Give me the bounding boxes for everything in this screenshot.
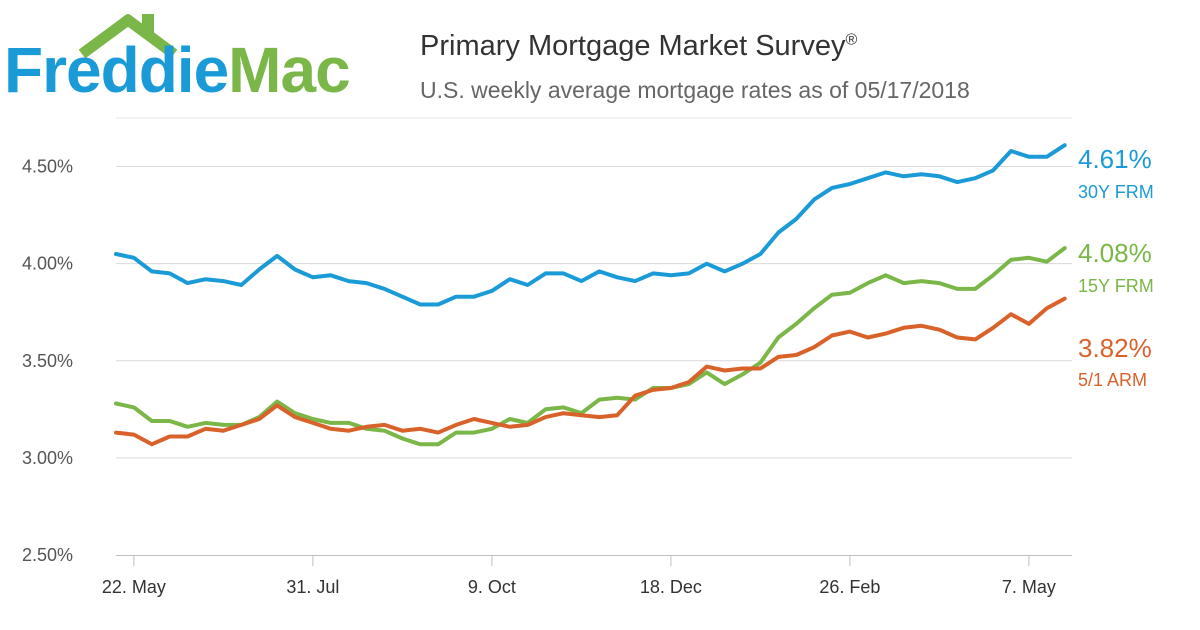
x-tick-label: 18. Dec [640, 577, 702, 597]
y-tick-label: 2.50% [22, 545, 73, 565]
y-tick-label: 4.00% [22, 254, 73, 274]
logo-word-mac: Mac [228, 34, 350, 106]
chart-title: Primary Mortgage Market Survey® [420, 30, 857, 63]
x-tick-label: 22. May [102, 577, 166, 597]
series-lines [114, 143, 1067, 447]
end-value-label: 4.08% [1078, 238, 1152, 268]
end-series-name: 30Y FRM [1078, 182, 1154, 202]
series-line-30y-frm [114, 143, 1067, 307]
logo-roof-icon [78, 14, 178, 59]
chart-title-text: Primary Mortgage Market Survey [420, 30, 846, 62]
end-series-name: 5/1 ARM [1078, 370, 1147, 390]
y-tick-label: 3.00% [22, 448, 73, 468]
y-axis-labels: 2.50% 3.00% 3.50% 4.00% 4.50% [22, 157, 73, 565]
x-tick-label: 31. Jul [286, 577, 339, 597]
y-tick-label: 4.50% [22, 157, 73, 177]
plot-background [116, 118, 1072, 555]
logo-word-freddie: Freddie [4, 34, 229, 106]
end-value-label: 4.61% [1078, 144, 1152, 174]
x-tick-label: 7. May [1002, 577, 1056, 597]
chart-subtitle: U.S. weekly average mortgage rates as of… [420, 77, 970, 103]
series-line-5-1-arm [114, 296, 1067, 447]
registered-mark: ® [845, 31, 858, 49]
freddie-mac-logo [78, 14, 178, 59]
x-tick-label: 9. Oct [468, 577, 516, 597]
y-tick-label: 3.50% [22, 351, 73, 371]
x-tick-label: 26. Feb [819, 577, 880, 597]
series-line-15y-frm [114, 246, 1067, 447]
logo-wordmark: FreddieMac [4, 38, 351, 102]
x-axis: 22. May 31. Jul 9. Oct 18. Dec 26. Feb 7. May [102, 555, 1072, 597]
end-labels: 4.61% 30Y FRM 4.08% 15Y FRM 3.82% 5/1 ARM [1078, 144, 1154, 390]
end-value-label: 3.82% [1078, 333, 1152, 363]
end-series-name: 15Y FRM [1078, 276, 1154, 296]
gridlines [116, 166, 1072, 459]
